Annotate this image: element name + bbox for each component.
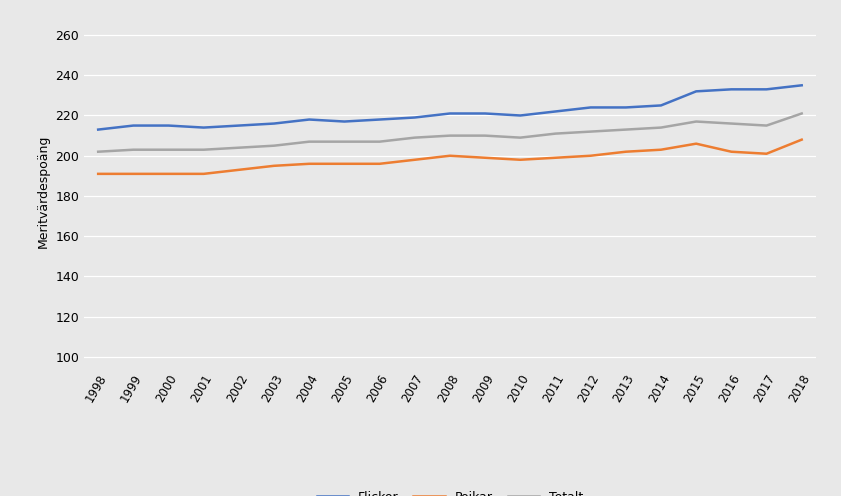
Totalt — [516, 134, 526, 140]
Pojkar — [129, 171, 139, 177]
Flickor — [550, 109, 560, 115]
Legend: Flickor, Pojkar, Totalt: Flickor, Pojkar, Totalt — [312, 486, 588, 496]
Totalt — [585, 128, 595, 134]
Pojkar — [656, 147, 666, 153]
Flickor — [796, 82, 807, 88]
Totalt — [163, 147, 173, 153]
Pojkar — [340, 161, 350, 167]
Pojkar — [93, 171, 103, 177]
Pojkar — [796, 137, 807, 143]
Totalt — [727, 121, 737, 126]
Pojkar — [727, 149, 737, 155]
Pojkar — [585, 153, 595, 159]
Flickor — [761, 86, 771, 92]
Totalt — [445, 132, 455, 138]
Flickor — [163, 123, 173, 128]
Flickor — [621, 105, 631, 111]
Flickor — [691, 88, 701, 94]
Flickor — [129, 123, 139, 128]
Flickor — [656, 103, 666, 109]
Flickor — [198, 124, 209, 130]
Flickor — [727, 86, 737, 92]
Pojkar — [480, 155, 490, 161]
Pojkar — [234, 167, 244, 173]
Pojkar — [691, 141, 701, 147]
Totalt — [656, 124, 666, 130]
Totalt — [480, 132, 490, 138]
Totalt — [691, 119, 701, 124]
Flickor — [410, 115, 420, 121]
Flickor — [269, 121, 279, 126]
Totalt — [269, 143, 279, 149]
Totalt — [550, 130, 560, 136]
Totalt — [129, 147, 139, 153]
Totalt — [93, 149, 103, 155]
Pojkar — [304, 161, 315, 167]
Pojkar — [198, 171, 209, 177]
Totalt — [410, 134, 420, 140]
Flickor — [234, 123, 244, 128]
Pojkar — [445, 153, 455, 159]
Y-axis label: Meritvärdespoäng: Meritvärdespoäng — [37, 134, 50, 248]
Line: Pojkar: Pojkar — [98, 140, 801, 174]
Line: Flickor: Flickor — [98, 85, 801, 129]
Pojkar — [410, 157, 420, 163]
Flickor — [585, 105, 595, 111]
Flickor — [304, 117, 315, 123]
Flickor — [93, 126, 103, 132]
Flickor — [445, 111, 455, 117]
Flickor — [480, 111, 490, 117]
Flickor — [340, 119, 350, 124]
Pojkar — [269, 163, 279, 169]
Totalt — [796, 111, 807, 117]
Totalt — [234, 145, 244, 151]
Totalt — [621, 126, 631, 132]
Flickor — [516, 113, 526, 119]
Totalt — [374, 139, 384, 145]
Pojkar — [761, 151, 771, 157]
Pojkar — [621, 149, 631, 155]
Pojkar — [163, 171, 173, 177]
Totalt — [198, 147, 209, 153]
Flickor — [374, 117, 384, 123]
Pojkar — [550, 155, 560, 161]
Line: Totalt: Totalt — [98, 114, 801, 152]
Totalt — [761, 123, 771, 128]
Totalt — [340, 139, 350, 145]
Pojkar — [516, 157, 526, 163]
Pojkar — [374, 161, 384, 167]
Totalt — [304, 139, 315, 145]
